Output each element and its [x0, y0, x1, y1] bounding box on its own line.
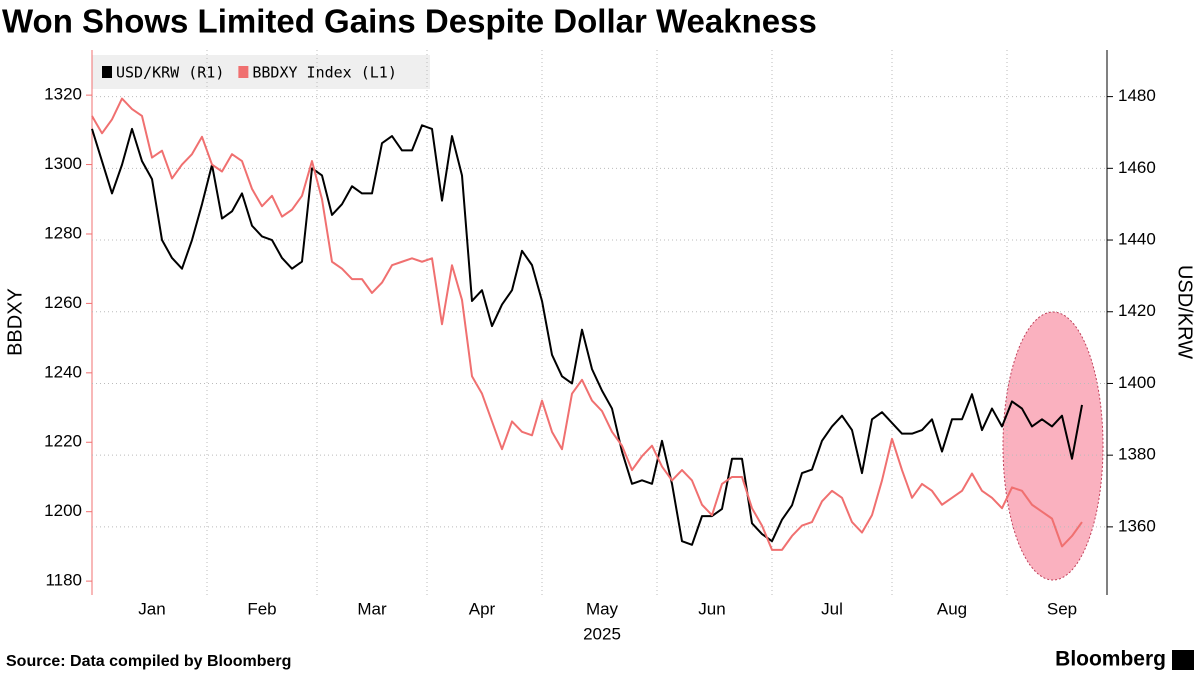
y-tick-label: 1260: [44, 293, 82, 312]
series-line: [91, 124, 1083, 546]
legend-box: [92, 55, 430, 89]
source: Source: Data compiled by Bloomberg: [6, 653, 291, 670]
x-tick-label: Mar: [357, 599, 387, 618]
y-tick-label: 1320: [44, 85, 82, 104]
y-tick-label: 1300: [44, 154, 82, 173]
y-tick-label: 1200: [44, 501, 82, 520]
y2-tick-label: 1380: [1118, 445, 1156, 464]
y2-tick-label: 1480: [1118, 86, 1156, 105]
x-tick-label: Sep: [1047, 599, 1077, 618]
y2-axis-label: USD/KRW: [1174, 265, 1196, 359]
y2-tick-label: 1440: [1118, 230, 1156, 249]
x-tick-label: Apr: [469, 599, 496, 618]
y-axis-label: BBDXY: [4, 288, 26, 356]
x-tick-label: Jul: [821, 599, 843, 618]
x-tick-label: Aug: [937, 599, 967, 618]
y-tick-label: 1180: [45, 571, 82, 590]
x-axis-label: 2025: [583, 624, 621, 643]
x-tick-label: Jan: [138, 599, 165, 618]
y-tick-label: 1240: [44, 362, 82, 381]
y2-tick-label: 1400: [1118, 373, 1156, 392]
legend-swatch: [102, 66, 112, 78]
y2-tick-label: 1360: [1118, 516, 1156, 535]
x-tick-label: May: [586, 599, 619, 618]
brand: Bloomberg: [1055, 648, 1166, 671]
legend-label: BBDXY Index (L1): [252, 64, 397, 82]
x-tick-label: Feb: [247, 599, 276, 618]
series-line: [91, 97, 1083, 551]
highlight-ellipse: [1002, 311, 1104, 581]
legend-label: USD/KRW (R1): [116, 64, 224, 82]
chart-title: Won Shows Limited Gains Despite Dollar W…: [2, 3, 817, 40]
legend-swatch: [238, 66, 249, 78]
x-tick-label: Jun: [698, 599, 725, 618]
y-tick-label: 1280: [44, 223, 82, 242]
brand-icon: [1172, 650, 1194, 670]
y-tick-label: 1220: [44, 432, 82, 451]
y2-tick-label: 1420: [1118, 301, 1156, 320]
y2-tick-label: 1460: [1118, 158, 1156, 177]
